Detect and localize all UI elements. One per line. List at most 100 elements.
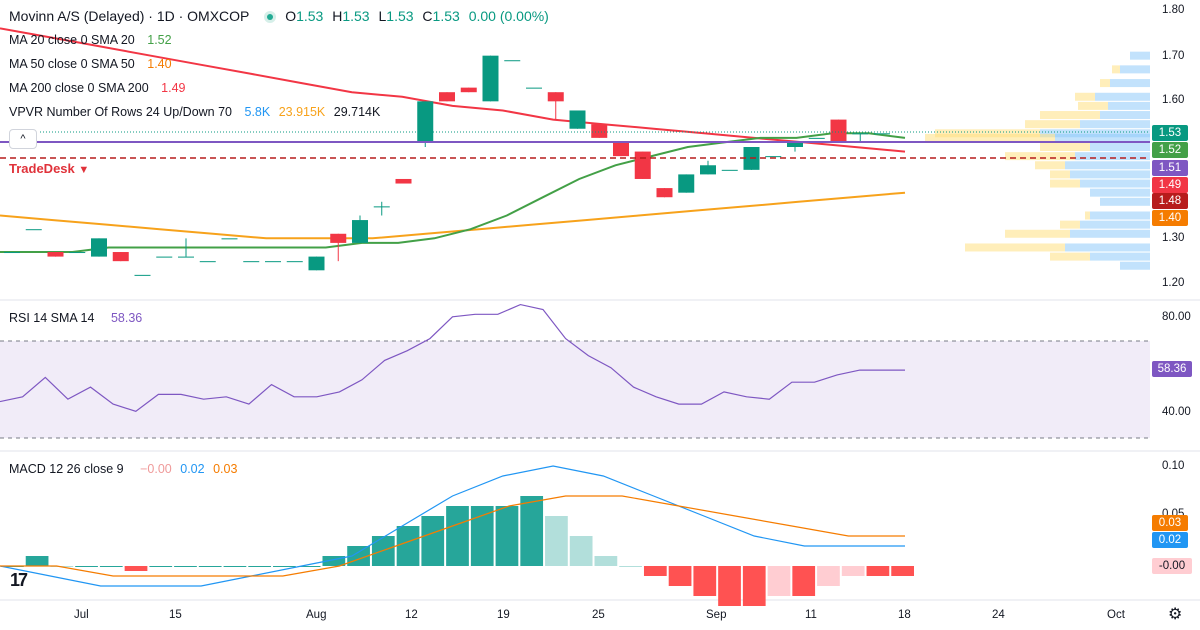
candle-body: [765, 156, 782, 158]
rsi-legend[interactable]: RSI 14 SMA 14 58.36: [9, 310, 147, 326]
tradingview-logo[interactable]: 17: [10, 570, 28, 590]
macd-histogram-bar: [520, 496, 544, 566]
vpvr-row-down: [1078, 101, 1108, 110]
vpvr-row-down: [1075, 92, 1095, 101]
ma200-legend[interactable]: MA 200 close 0 SMA 200 1.49: [9, 80, 191, 96]
vpvr-value-2: 23.915K: [278, 105, 326, 119]
macd-histogram-bar: [75, 566, 98, 567]
vpvr-row-down: [1005, 152, 1075, 161]
vpvr-row-down: [1035, 161, 1065, 170]
candle-body: [243, 261, 260, 263]
macd-histogram-bar: [668, 566, 692, 586]
macd-histogram-bar: [198, 566, 222, 567]
ohlc-open-label: O: [285, 8, 297, 24]
vpvr-poc-tag: 1.51: [1152, 160, 1188, 176]
time-axis-label: 12: [405, 609, 418, 621]
candle-body: [591, 124, 608, 138]
price-axis-tick: 1.30: [1162, 232, 1185, 244]
vpvr-row-down: [935, 129, 1040, 138]
price-axis-tick: 1.80: [1162, 4, 1185, 16]
macd-hist-value: −0.00: [140, 462, 172, 476]
ma20-legend[interactable]: MA 20 close 0 SMA 20 1.52: [9, 32, 177, 48]
vpvr-row-up: [1120, 65, 1150, 74]
ma50-label: MA 50 close 0 SMA 50: [9, 57, 135, 71]
candle-body: [874, 133, 890, 135]
price-axis-tick: 1.60: [1162, 94, 1185, 106]
vpvr-row-up: [1090, 188, 1150, 197]
vpvr-row-down: [1085, 211, 1090, 220]
macd-histogram-bar: [792, 566, 816, 596]
vpvr-row-down: [1050, 179, 1080, 188]
candle-body: [91, 238, 107, 257]
tradedesk-text: TradeDesk: [9, 161, 75, 176]
symbol-legend: Movinn A/S (Delayed) · 1D · OMXCOP O 1.53…: [9, 8, 554, 24]
candle-body: [808, 137, 825, 139]
market-status-icon[interactable]: [264, 11, 277, 23]
vpvr-row-down: [1040, 111, 1100, 120]
candle-body: [613, 142, 629, 157]
rsi-axis-tick: 80.00: [1162, 311, 1191, 323]
candle-body: [69, 252, 86, 254]
gear-icon[interactable]: ⚙: [1168, 606, 1183, 623]
rsi-line: [0, 303, 905, 412]
vpvr-row-up: [1080, 120, 1150, 129]
ma50-price-tag: 1.40: [1152, 210, 1188, 226]
vpvr-row-up: [1100, 111, 1150, 120]
ohlc-close-label: C: [422, 8, 433, 24]
ma50-legend[interactable]: MA 50 close 0 SMA 50 1.40: [9, 56, 177, 72]
ohlc-low-value: 1.53: [386, 8, 414, 24]
price-axis-tick: 1.20: [1162, 277, 1185, 289]
macd-histogram-bar: [891, 566, 914, 576]
vpvr-row-up: [1075, 152, 1150, 161]
candle-body: [526, 87, 542, 89]
macd-histogram-bar: [619, 566, 642, 567]
ma20-price-tag: 1.52: [1152, 142, 1188, 158]
candle-body: [112, 252, 129, 262]
tradedesk-price-tag: 1.48: [1152, 193, 1188, 209]
vpvr-legend[interactable]: VPVR Number Of Rows 24 Up/Down 70 5.8K 2…: [9, 104, 385, 120]
candles: [4, 55, 890, 276]
candle-body: [547, 92, 564, 102]
symbol-title[interactable]: Movinn A/S (Delayed) · 1D · OMXCOP: [9, 8, 250, 24]
candle-body: [852, 133, 869, 135]
candle-body: [221, 238, 238, 240]
time-axis-label: 15: [169, 609, 182, 621]
rsi-axis-tick: 40.00: [1162, 406, 1191, 418]
macd-histogram-bar: [866, 566, 890, 576]
candle-body: [634, 151, 651, 179]
time-axis-label: Jul: [74, 609, 89, 621]
vpvr-row-down: [1005, 229, 1070, 238]
macd-histogram-bar: [248, 566, 272, 567]
vpvr-row-up: [1110, 79, 1150, 88]
macd-histogram-bar: [124, 566, 148, 571]
vpvr-row-up: [1108, 101, 1150, 110]
ma200-price-tag: 1.49: [1152, 177, 1188, 193]
tradedesk-arrow-icon: ▼: [78, 164, 90, 176]
rsi-plot: [0, 303, 905, 412]
tradedesk-label[interactable]: TradeDesk ▼: [9, 161, 89, 176]
rsi-label: RSI 14 SMA 14: [9, 311, 95, 325]
macd-histogram-bar: [643, 566, 667, 576]
time-axis-label: Sep: [706, 609, 727, 621]
macd-legend[interactable]: MACD 12 26 close 9 −0.00 0.02 0.03: [9, 461, 242, 477]
macd-histogram-bar: [545, 516, 568, 566]
macd-histogram-bar: [322, 556, 346, 566]
ma50-line: [0, 191, 906, 240]
candle-body: [830, 119, 847, 143]
vpvr-row-down: [1025, 120, 1080, 129]
macd-histogram-bar: [594, 556, 618, 566]
collapse-legend-button[interactable]: ^: [9, 129, 37, 149]
vpvr-value-1: 5.8K: [244, 105, 271, 119]
candle-body: [373, 206, 390, 208]
candle-body: [25, 229, 42, 231]
ohlc-low-label: L: [378, 8, 387, 24]
macd-histogram-bar: [446, 506, 469, 566]
candle-body: [47, 252, 64, 257]
vpvr-row-up: [1065, 161, 1150, 170]
macd-histogram-bar: [273, 566, 296, 567]
candle-body: [678, 174, 695, 193]
vpvr-row-up: [1130, 51, 1150, 60]
candle-body: [178, 256, 194, 258]
ma200-label: MA 200 close 0 SMA 200: [9, 81, 149, 95]
